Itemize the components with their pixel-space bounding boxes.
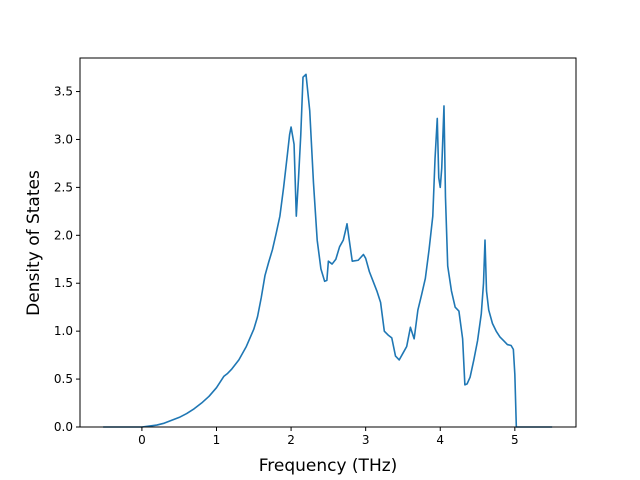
y-tick-label: 1.5 xyxy=(54,276,73,290)
y-tick-label: 1.0 xyxy=(54,324,73,338)
plot-background xyxy=(80,58,576,427)
y-tick-label: 2.0 xyxy=(54,228,73,242)
x-tick-label: 1 xyxy=(213,433,221,447)
y-axis-label: Density of States xyxy=(24,170,44,316)
y-tick-label: 0.0 xyxy=(54,420,73,434)
y-tick-label: 3.0 xyxy=(54,132,73,146)
x-tick-label: 2 xyxy=(287,433,295,447)
x-axis: 0 1 2 3 4 5 xyxy=(138,427,519,447)
x-tick-label: 5 xyxy=(511,433,519,447)
x-axis-label: Frequency (THz) xyxy=(259,456,398,476)
y-tick-label: 2.5 xyxy=(54,180,73,194)
series-layer xyxy=(103,73,553,428)
x-tick-label: 0 xyxy=(138,433,146,447)
dos-line-series-0 xyxy=(103,73,553,428)
y-tick-label: 0.5 xyxy=(54,372,73,386)
plot-frame xyxy=(79,57,577,428)
y-tick-label: 3.5 xyxy=(54,85,73,99)
x-tick-label: 3 xyxy=(362,433,370,447)
x-tick-label: 4 xyxy=(436,433,444,447)
y-axis: 0.0 0.5 1.0 1.5 2.0 2.5 3.0 3.5 xyxy=(54,85,80,434)
